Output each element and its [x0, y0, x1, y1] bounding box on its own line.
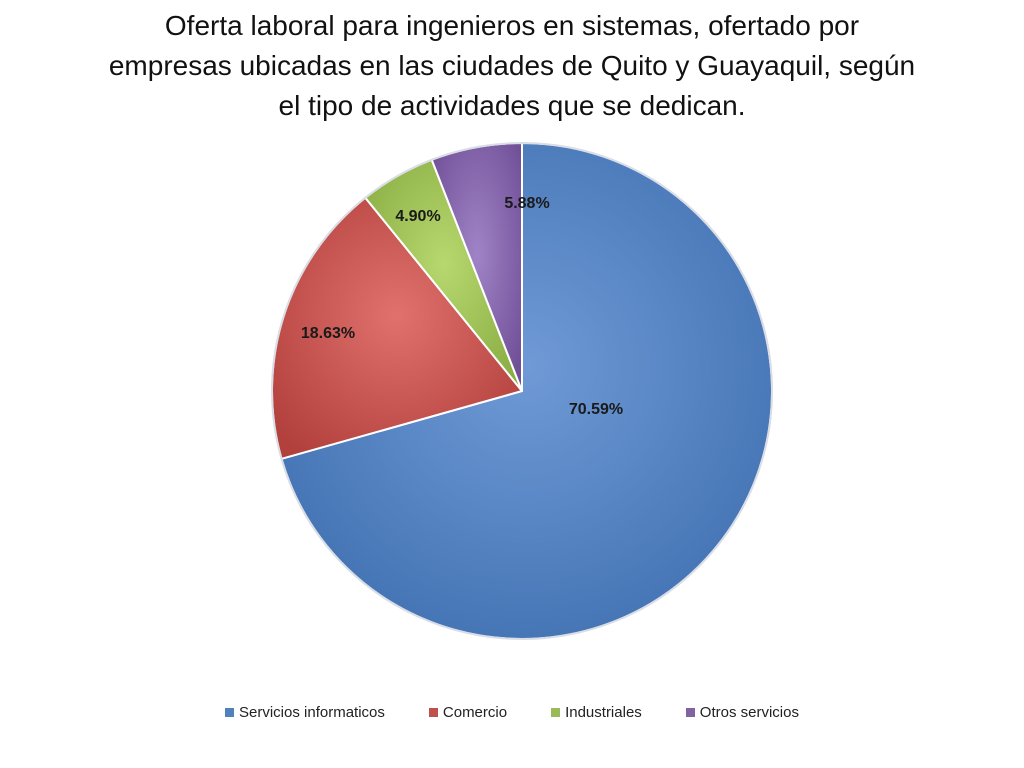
chart-title: Oferta laboral para ingenieros en sistem… [40, 6, 984, 126]
legend-item-otros-servicios: Otros servicios [685, 704, 799, 721]
legend-swatch [551, 708, 561, 717]
legend-item-servicios-informaticos: Servicios informaticos [225, 704, 385, 721]
slice-label: 4.90% [395, 208, 440, 225]
title-line-1: Oferta laboral para ingenieros en sistem… [164, 10, 860, 41]
slice-label: 18.63% [301, 325, 355, 342]
title-line-2: empresas ubicadas en las ciudades de Qui… [108, 50, 916, 81]
legend-swatch [225, 708, 234, 717]
legend-item-industriales: Industriales [551, 704, 642, 721]
legend-swatch [685, 708, 695, 717]
slice-label: 70.59% [569, 401, 623, 418]
legend-label: Comercio [442, 704, 508, 721]
labels-layer: 70.59% 18.63% 4.90% 5.88% [301, 195, 623, 418]
slices-layer [271, 142, 774, 640]
legend-swatch [428, 708, 438, 717]
legend-item-comercio: Comercio [428, 704, 508, 721]
legend-label: Servicios informaticos [239, 704, 385, 721]
title-line-3: el tipo de actividades que se dedican. [278, 90, 746, 121]
legend: Servicios informaticos Comercio Industri… [0, 704, 1024, 721]
pie-rim [271, 142, 773, 640]
legend-label: Otros servicios [699, 704, 799, 721]
slice-label: 5.88% [504, 195, 549, 212]
legend-label: Industriales [565, 704, 642, 721]
